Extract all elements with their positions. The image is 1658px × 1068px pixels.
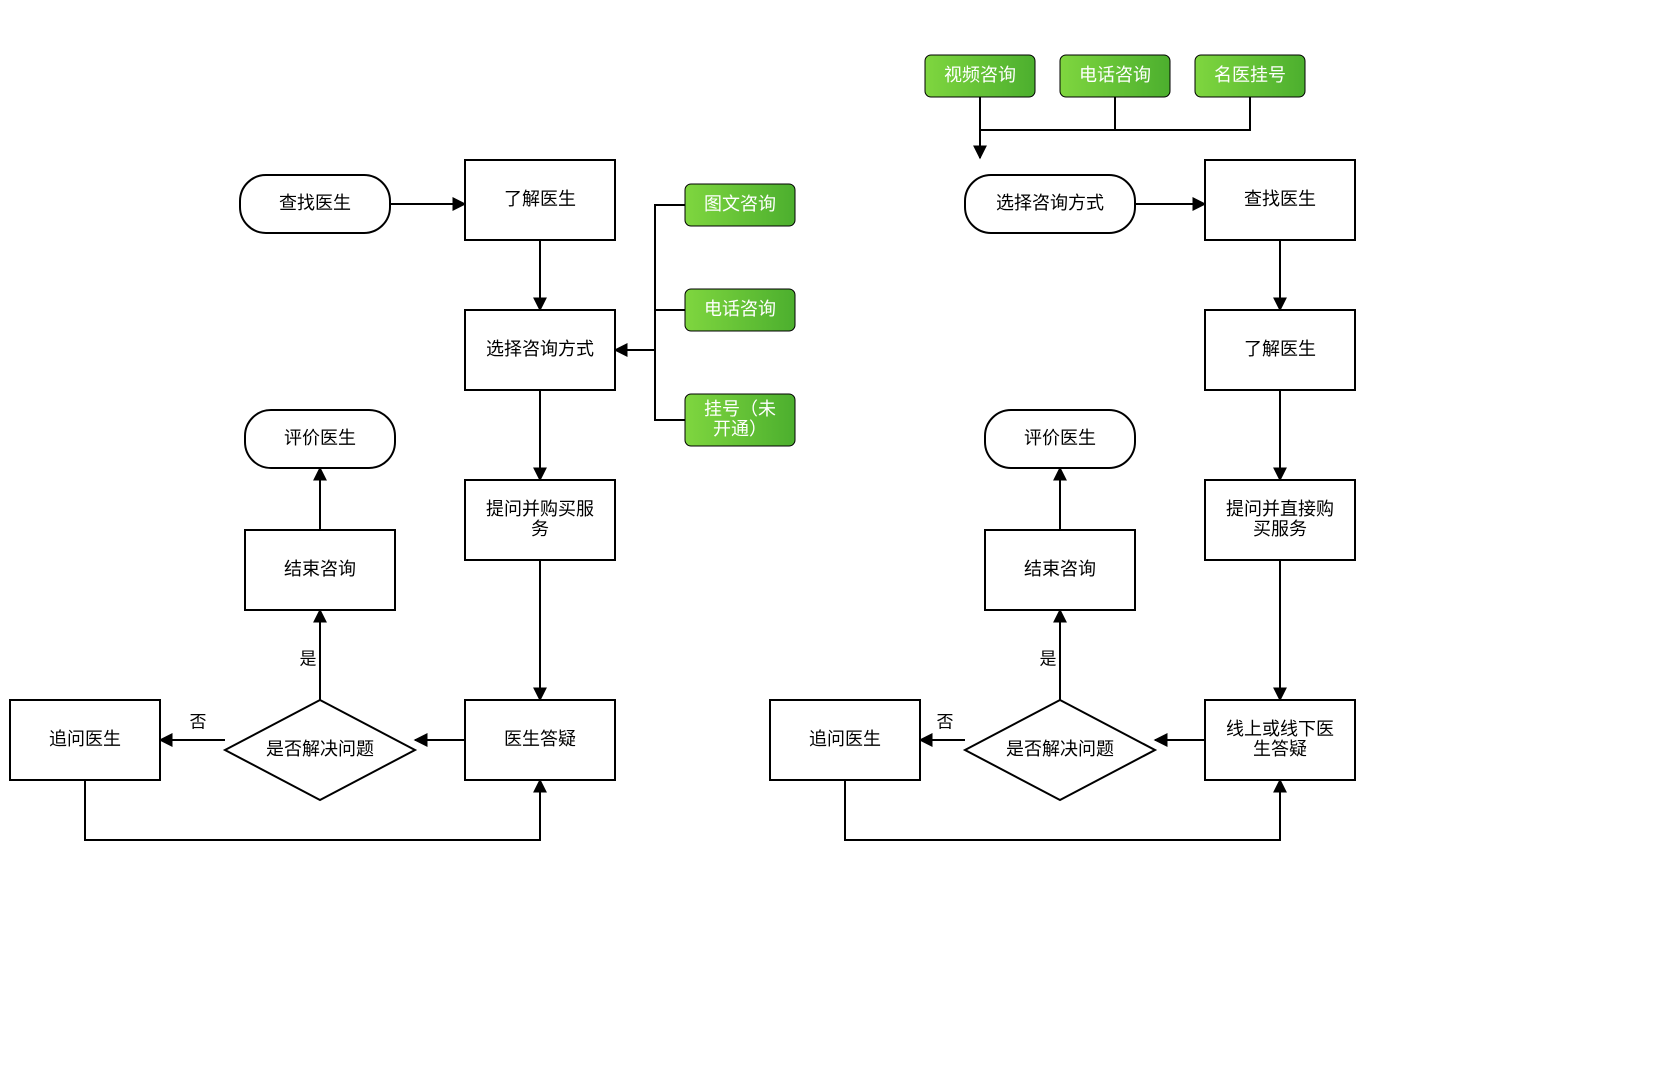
node-R_rate: 评价医生 xyxy=(985,410,1135,468)
nodes-layer: 查找医生了解医生选择咨询方式提问并购买服务医生答疑是否解决问题追问医生结束咨询评… xyxy=(10,55,1355,800)
node-L_g3: 挂号（未开通） xyxy=(685,394,795,446)
node-label: 提问并购买服 xyxy=(486,499,594,519)
node-L_rate: 评价医生 xyxy=(245,410,395,468)
node-label: 追问医生 xyxy=(809,729,881,749)
node-label: 提问并直接购 xyxy=(1226,499,1334,519)
node-L_answer: 医生答疑 xyxy=(465,700,615,780)
node-R_g3: 名医挂号 xyxy=(1195,55,1305,97)
node-label: 是否解决问题 xyxy=(266,739,374,759)
node-label: 选择咨询方式 xyxy=(996,193,1104,213)
edge-label: 否 xyxy=(190,712,207,731)
node-label: 务 xyxy=(531,519,549,539)
node-L_followup: 追问医生 xyxy=(10,700,160,780)
node-R_g1: 视频咨询 xyxy=(925,55,1035,97)
node-R_buy: 提问并直接购买服务 xyxy=(1205,480,1355,560)
node-label: 选择咨询方式 xyxy=(486,339,594,359)
node-label: 是否解决问题 xyxy=(1006,739,1114,759)
node-label: 医生答疑 xyxy=(504,729,576,749)
node-label: 结束咨询 xyxy=(1024,559,1096,579)
node-label: 评价医生 xyxy=(1024,428,1096,448)
node-R_diamond: 是否解决问题 xyxy=(965,700,1155,800)
node-label: 查找医生 xyxy=(279,193,351,213)
node-R_select: 选择咨询方式 xyxy=(965,175,1135,233)
node-label: 评价医生 xyxy=(284,428,356,448)
node-L_g1: 图文咨询 xyxy=(685,184,795,226)
node-L_end: 结束咨询 xyxy=(245,530,395,610)
node-R_followup: 追问医生 xyxy=(770,700,920,780)
node-R_end: 结束咨询 xyxy=(985,530,1135,610)
node-label: 了解医生 xyxy=(1244,339,1316,359)
node-label: 买服务 xyxy=(1253,519,1307,539)
node-label: 电话咨询 xyxy=(704,299,776,319)
node-label: 挂号（未 xyxy=(704,399,776,419)
edge-label: 是 xyxy=(1040,649,1057,668)
node-R_know: 了解医生 xyxy=(1205,310,1355,390)
node-L_g2: 电话咨询 xyxy=(685,289,795,331)
flowchart-canvas: 否是否是查找医生了解医生选择咨询方式提问并购买服务医生答疑是否解决问题追问医生结… xyxy=(0,0,1658,1068)
node-L_select: 选择咨询方式 xyxy=(465,310,615,390)
edge xyxy=(655,350,685,420)
node-L_diamond: 是否解决问题 xyxy=(225,700,415,800)
node-R_answer: 线上或线下医生答疑 xyxy=(1205,700,1355,780)
node-label: 开通） xyxy=(713,419,767,439)
node-label: 追问医生 xyxy=(49,729,121,749)
node-label: 视频咨询 xyxy=(944,65,1016,85)
node-L_find: 查找医生 xyxy=(240,175,390,233)
edge xyxy=(615,205,685,350)
node-L_buy: 提问并购买服务 xyxy=(465,480,615,560)
node-label: 结束咨询 xyxy=(284,559,356,579)
node-label: 生答疑 xyxy=(1253,739,1307,759)
edge-label: 是 xyxy=(300,649,317,668)
node-L_know: 了解医生 xyxy=(465,160,615,240)
node-R_g2: 电话咨询 xyxy=(1060,55,1170,97)
node-label: 名医挂号 xyxy=(1214,65,1286,85)
node-R_find: 查找医生 xyxy=(1205,160,1355,240)
node-label: 线上或线下医 xyxy=(1226,719,1334,739)
edge-label: 否 xyxy=(937,712,954,731)
node-label: 电话咨询 xyxy=(1079,65,1151,85)
node-label: 了解医生 xyxy=(504,189,576,209)
node-label: 查找医生 xyxy=(1244,189,1316,209)
node-label: 图文咨询 xyxy=(704,194,776,214)
